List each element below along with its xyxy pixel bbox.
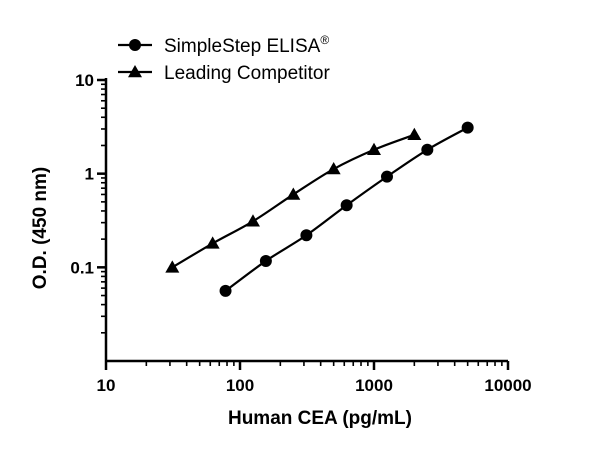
data-point-simplestep	[421, 143, 434, 156]
x-tick-label: 1000	[355, 376, 393, 395]
data-point-simplestep	[380, 170, 393, 183]
legend-label-simplestep: SimpleStep ELISA®	[164, 33, 329, 57]
data-point-simplestep	[340, 199, 353, 212]
data-point-simplestep	[259, 254, 272, 267]
data-point-competitor	[165, 260, 180, 273]
x-tick-label: 100	[226, 376, 254, 395]
data-point-simplestep	[219, 284, 232, 297]
legend: SimpleStep ELISA® Leading Competitor	[118, 33, 330, 84]
data-point-competitor	[326, 162, 341, 175]
data-point-competitor	[286, 187, 301, 200]
data-point-simplestep	[300, 229, 313, 242]
y-tick-label: 10	[75, 71, 94, 90]
x-tick-label: 10	[97, 376, 116, 395]
data-point-competitor	[407, 127, 422, 141]
legend-registered-mark: ®	[320, 33, 329, 47]
x-tick-label: 10000	[484, 376, 531, 395]
data-point-competitor	[245, 214, 260, 227]
legend-label-competitor: Leading Competitor	[164, 63, 330, 84]
series-markers	[165, 121, 474, 297]
data-point-simplestep	[461, 121, 474, 134]
data-point-competitor	[205, 236, 220, 249]
y-tick-label: 0.1	[70, 258, 94, 277]
legend-marker-simplestep	[129, 39, 141, 51]
axes: 10 100 1000 10000 0.1 1 10	[70, 71, 531, 395]
y-axis-title: O.D. (450 nm)	[30, 167, 51, 289]
data-point-competitor	[367, 142, 381, 156]
y-tick-label: 1	[85, 165, 94, 184]
legend-marker-competitor	[128, 65, 142, 78]
x-axis-title: Human CEA (pg/mL)	[228, 408, 412, 429]
